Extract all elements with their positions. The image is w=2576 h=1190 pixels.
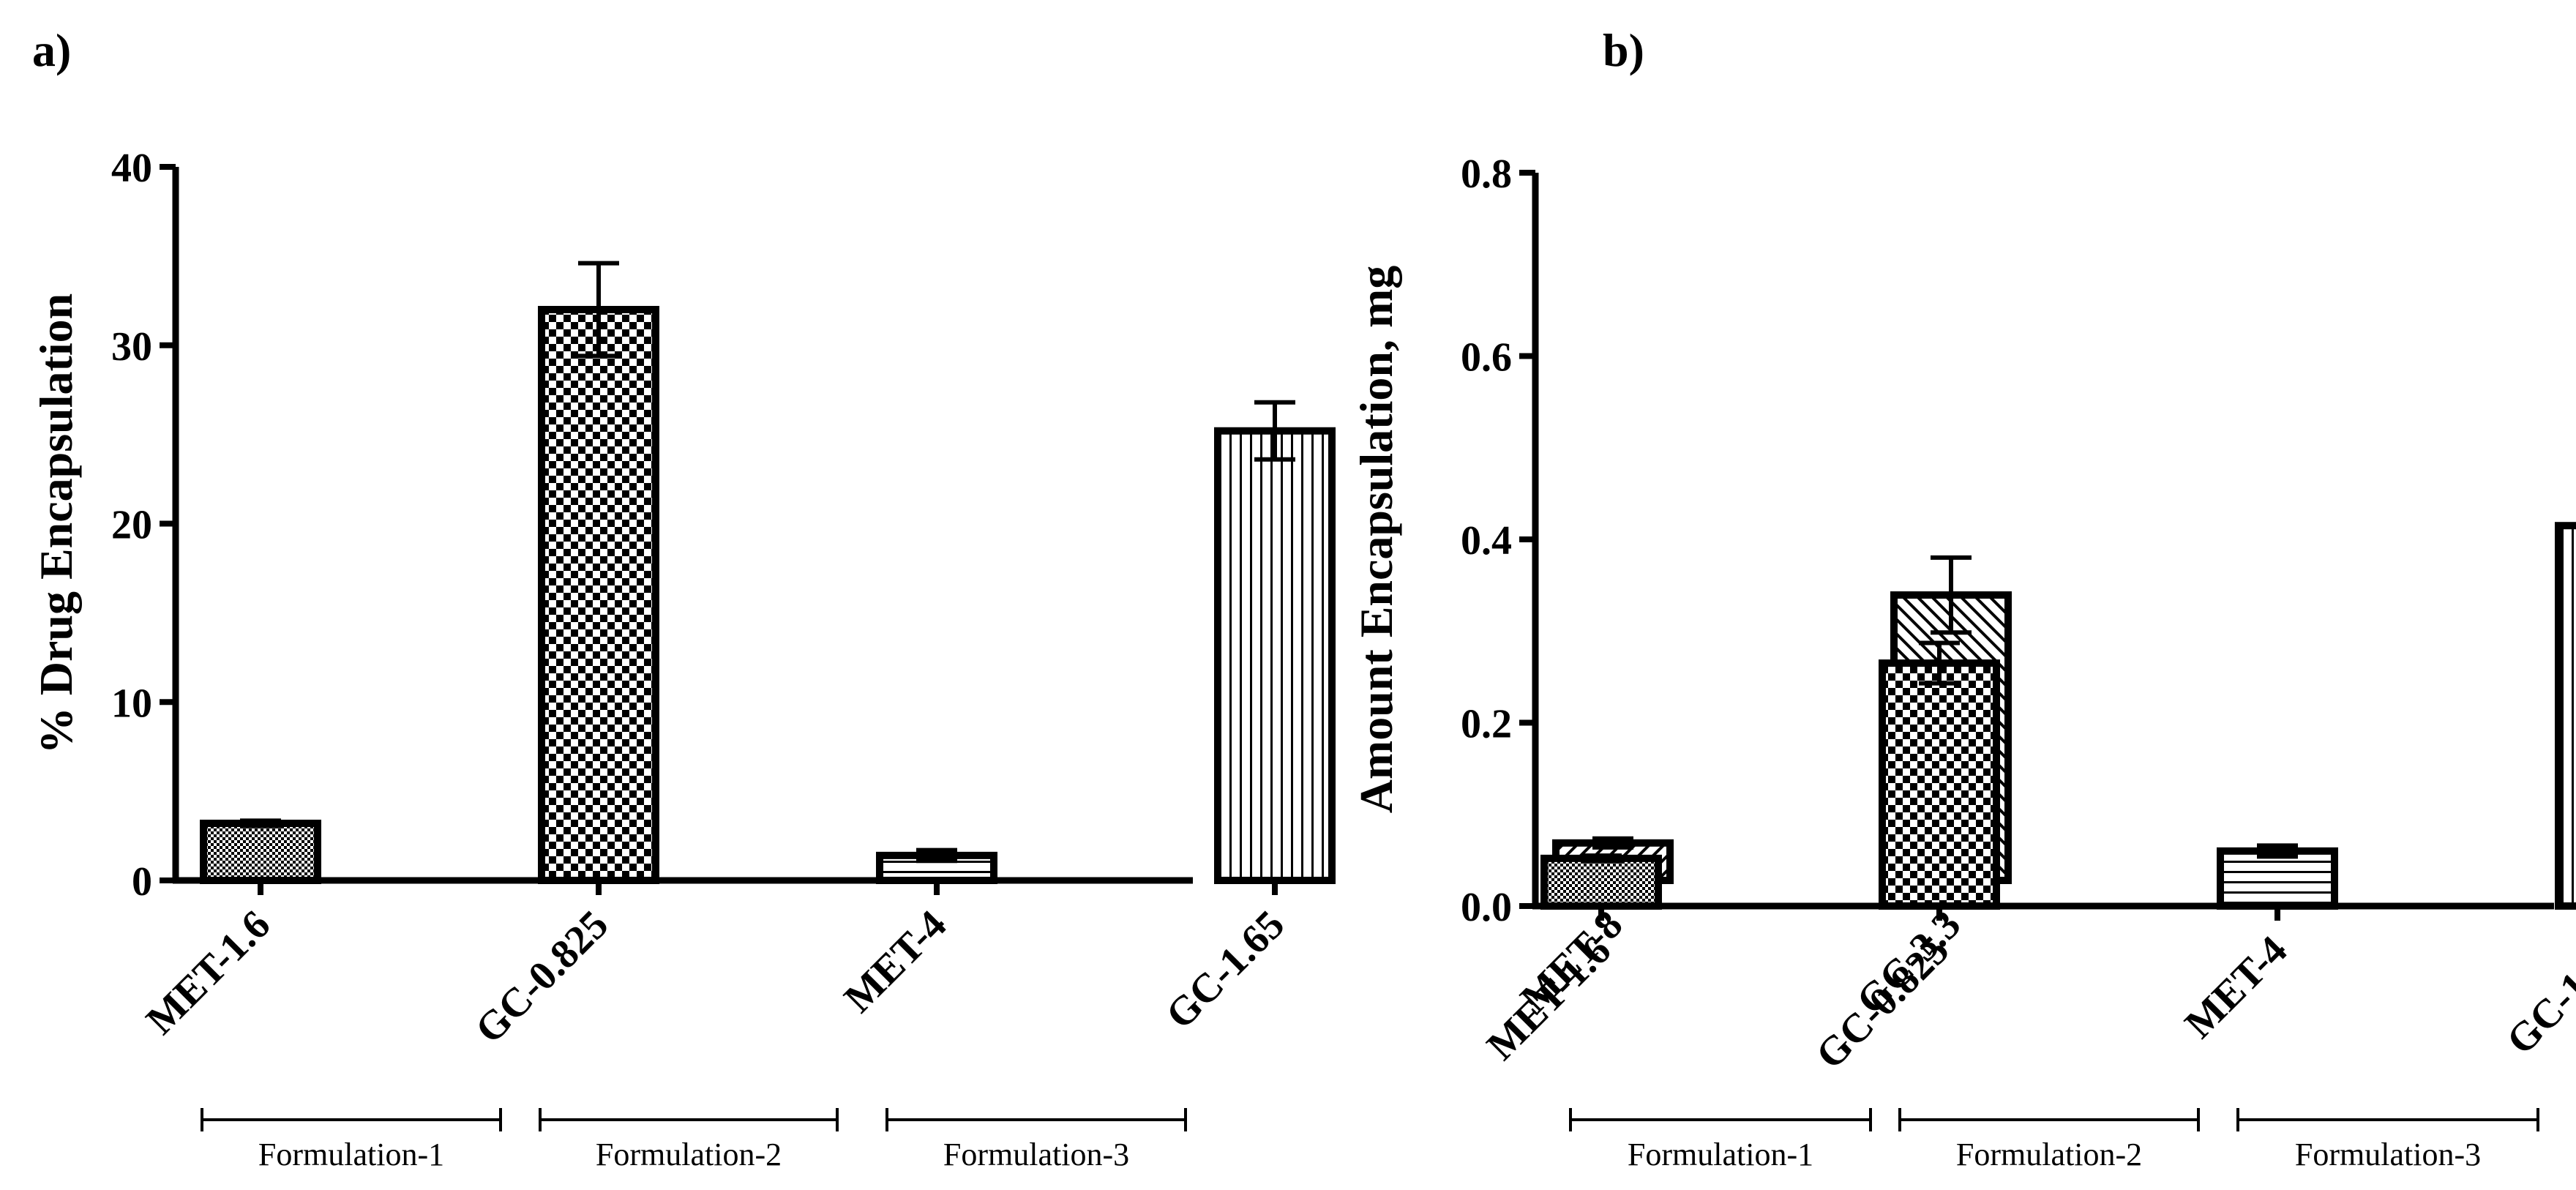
y-axis-title: % Drug Encapsulation bbox=[30, 293, 82, 754]
x-tick-label: GC-0.825 bbox=[1808, 927, 1958, 1078]
panel-label: a) bbox=[32, 24, 71, 76]
group-label: Formulation-1 bbox=[1628, 1137, 1813, 1172]
x-tick-label: MET-1.6 bbox=[138, 902, 279, 1043]
error-bar bbox=[578, 261, 619, 359]
error-bar bbox=[240, 818, 281, 828]
error-bar bbox=[1592, 836, 1633, 850]
y-tick-label: 20 bbox=[111, 503, 152, 548]
bar bbox=[538, 306, 659, 884]
x-tick-label: GC-1.65 bbox=[2498, 927, 2576, 1063]
bar bbox=[200, 820, 321, 884]
bar bbox=[1540, 854, 1662, 910]
group-bracket bbox=[1569, 1108, 1872, 1131]
error-bar bbox=[1581, 853, 1622, 864]
group-label: Formulation-2 bbox=[1956, 1137, 2142, 1172]
y-tick-label: 0 bbox=[132, 859, 152, 905]
bar bbox=[2555, 522, 2576, 910]
error-bar bbox=[1919, 640, 1960, 686]
y-tick-label: 10 bbox=[111, 681, 152, 726]
group-bracket bbox=[201, 1108, 502, 1131]
error-bar bbox=[2257, 843, 2298, 859]
y-tick-label: 0.4 bbox=[1461, 518, 1512, 564]
bar bbox=[1214, 427, 1336, 884]
group-bracket bbox=[2236, 1108, 2539, 1131]
x-tick-label: MET-1.6 bbox=[1478, 927, 1620, 1069]
bar bbox=[2217, 847, 2338, 910]
group-label: Formulation-2 bbox=[596, 1137, 782, 1172]
group-bracket bbox=[886, 1108, 1187, 1131]
bar bbox=[1879, 659, 2000, 910]
error-bar bbox=[1254, 400, 1295, 462]
chart-panel-a: a) % Drug Encapsulation 0 10 20 30 40 MET-1.6 GC… bbox=[30, 24, 2012, 1172]
y-tick-label: 0.6 bbox=[1461, 335, 1512, 381]
error-bar bbox=[916, 847, 957, 864]
error-bar bbox=[1931, 555, 1972, 635]
y-tick-label: 0.2 bbox=[1461, 702, 1512, 747]
y-tick-label: 40 bbox=[111, 146, 152, 191]
y-axis-title: Amount Encapsulation, mg bbox=[1350, 266, 1402, 814]
group-bracket bbox=[539, 1108, 839, 1131]
x-tick-label: MET-4 bbox=[2176, 927, 2296, 1047]
x-tick-label: GC-0.825 bbox=[467, 902, 618, 1052]
x-tick-label: GC-1.65 bbox=[1157, 902, 1293, 1038]
y-tick-label: 30 bbox=[111, 324, 152, 370]
group-label: Formulation-3 bbox=[943, 1137, 1129, 1172]
group-label: Formulation-1 bbox=[258, 1137, 444, 1172]
y-tick-label: 0.0 bbox=[1461, 885, 1512, 930]
x-tick-label: MET-4 bbox=[836, 902, 955, 1021]
panel-label: b) bbox=[1603, 24, 1644, 76]
y-tick-label: 0.8 bbox=[1461, 151, 1512, 197]
group-bracket bbox=[1898, 1108, 2200, 1131]
group-label: Formulation-3 bbox=[2295, 1137, 2481, 1172]
